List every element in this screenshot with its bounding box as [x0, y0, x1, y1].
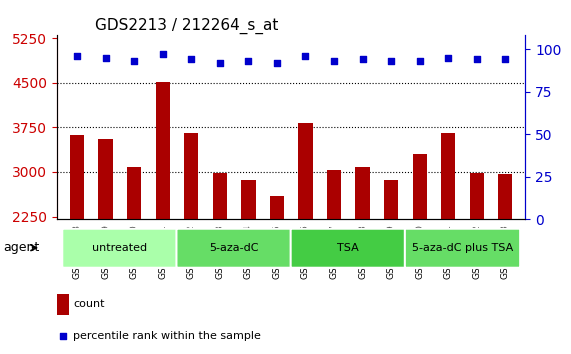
- Point: [244, 58, 253, 64]
- Point: [272, 60, 282, 65]
- Bar: [212, 172, 227, 219]
- FancyBboxPatch shape: [176, 229, 292, 268]
- Point: [73, 53, 82, 59]
- Point: [158, 51, 167, 57]
- Bar: [441, 133, 455, 219]
- Point: [329, 58, 339, 64]
- Bar: [155, 82, 170, 219]
- Point: [472, 56, 481, 62]
- Point: [301, 53, 310, 59]
- Bar: [412, 154, 427, 219]
- Bar: [127, 167, 142, 219]
- Bar: [99, 139, 113, 219]
- Text: 5-aza-dC: 5-aza-dC: [210, 243, 259, 253]
- Point: [358, 56, 367, 62]
- Bar: [355, 167, 370, 219]
- Point: [387, 58, 396, 64]
- Bar: [57, 294, 69, 315]
- Point: [337, 155, 347, 160]
- Point: [415, 58, 424, 64]
- Text: untreated: untreated: [93, 243, 147, 253]
- Bar: [469, 172, 484, 219]
- Bar: [270, 196, 284, 219]
- Text: 5-aza-dC plus TSA: 5-aza-dC plus TSA: [412, 243, 513, 253]
- Point: [444, 55, 453, 61]
- FancyBboxPatch shape: [291, 229, 406, 268]
- Text: agent: agent: [3, 241, 39, 254]
- Bar: [70, 135, 85, 219]
- FancyBboxPatch shape: [405, 229, 520, 268]
- Text: GDS2213 / 212264_s_at: GDS2213 / 212264_s_at: [95, 18, 278, 34]
- Point: [101, 55, 110, 61]
- Bar: [241, 180, 256, 219]
- Bar: [184, 133, 199, 219]
- Point: [215, 60, 224, 65]
- Bar: [498, 175, 513, 219]
- Bar: [384, 180, 398, 219]
- FancyBboxPatch shape: [62, 229, 178, 268]
- Point: [501, 56, 510, 62]
- Point: [187, 56, 196, 62]
- Bar: [327, 170, 341, 219]
- Bar: [298, 123, 312, 219]
- Text: percentile rank within the sample: percentile rank within the sample: [74, 331, 262, 341]
- Text: TSA: TSA: [337, 243, 359, 253]
- Point: [130, 58, 139, 64]
- Text: count: count: [74, 299, 105, 309]
